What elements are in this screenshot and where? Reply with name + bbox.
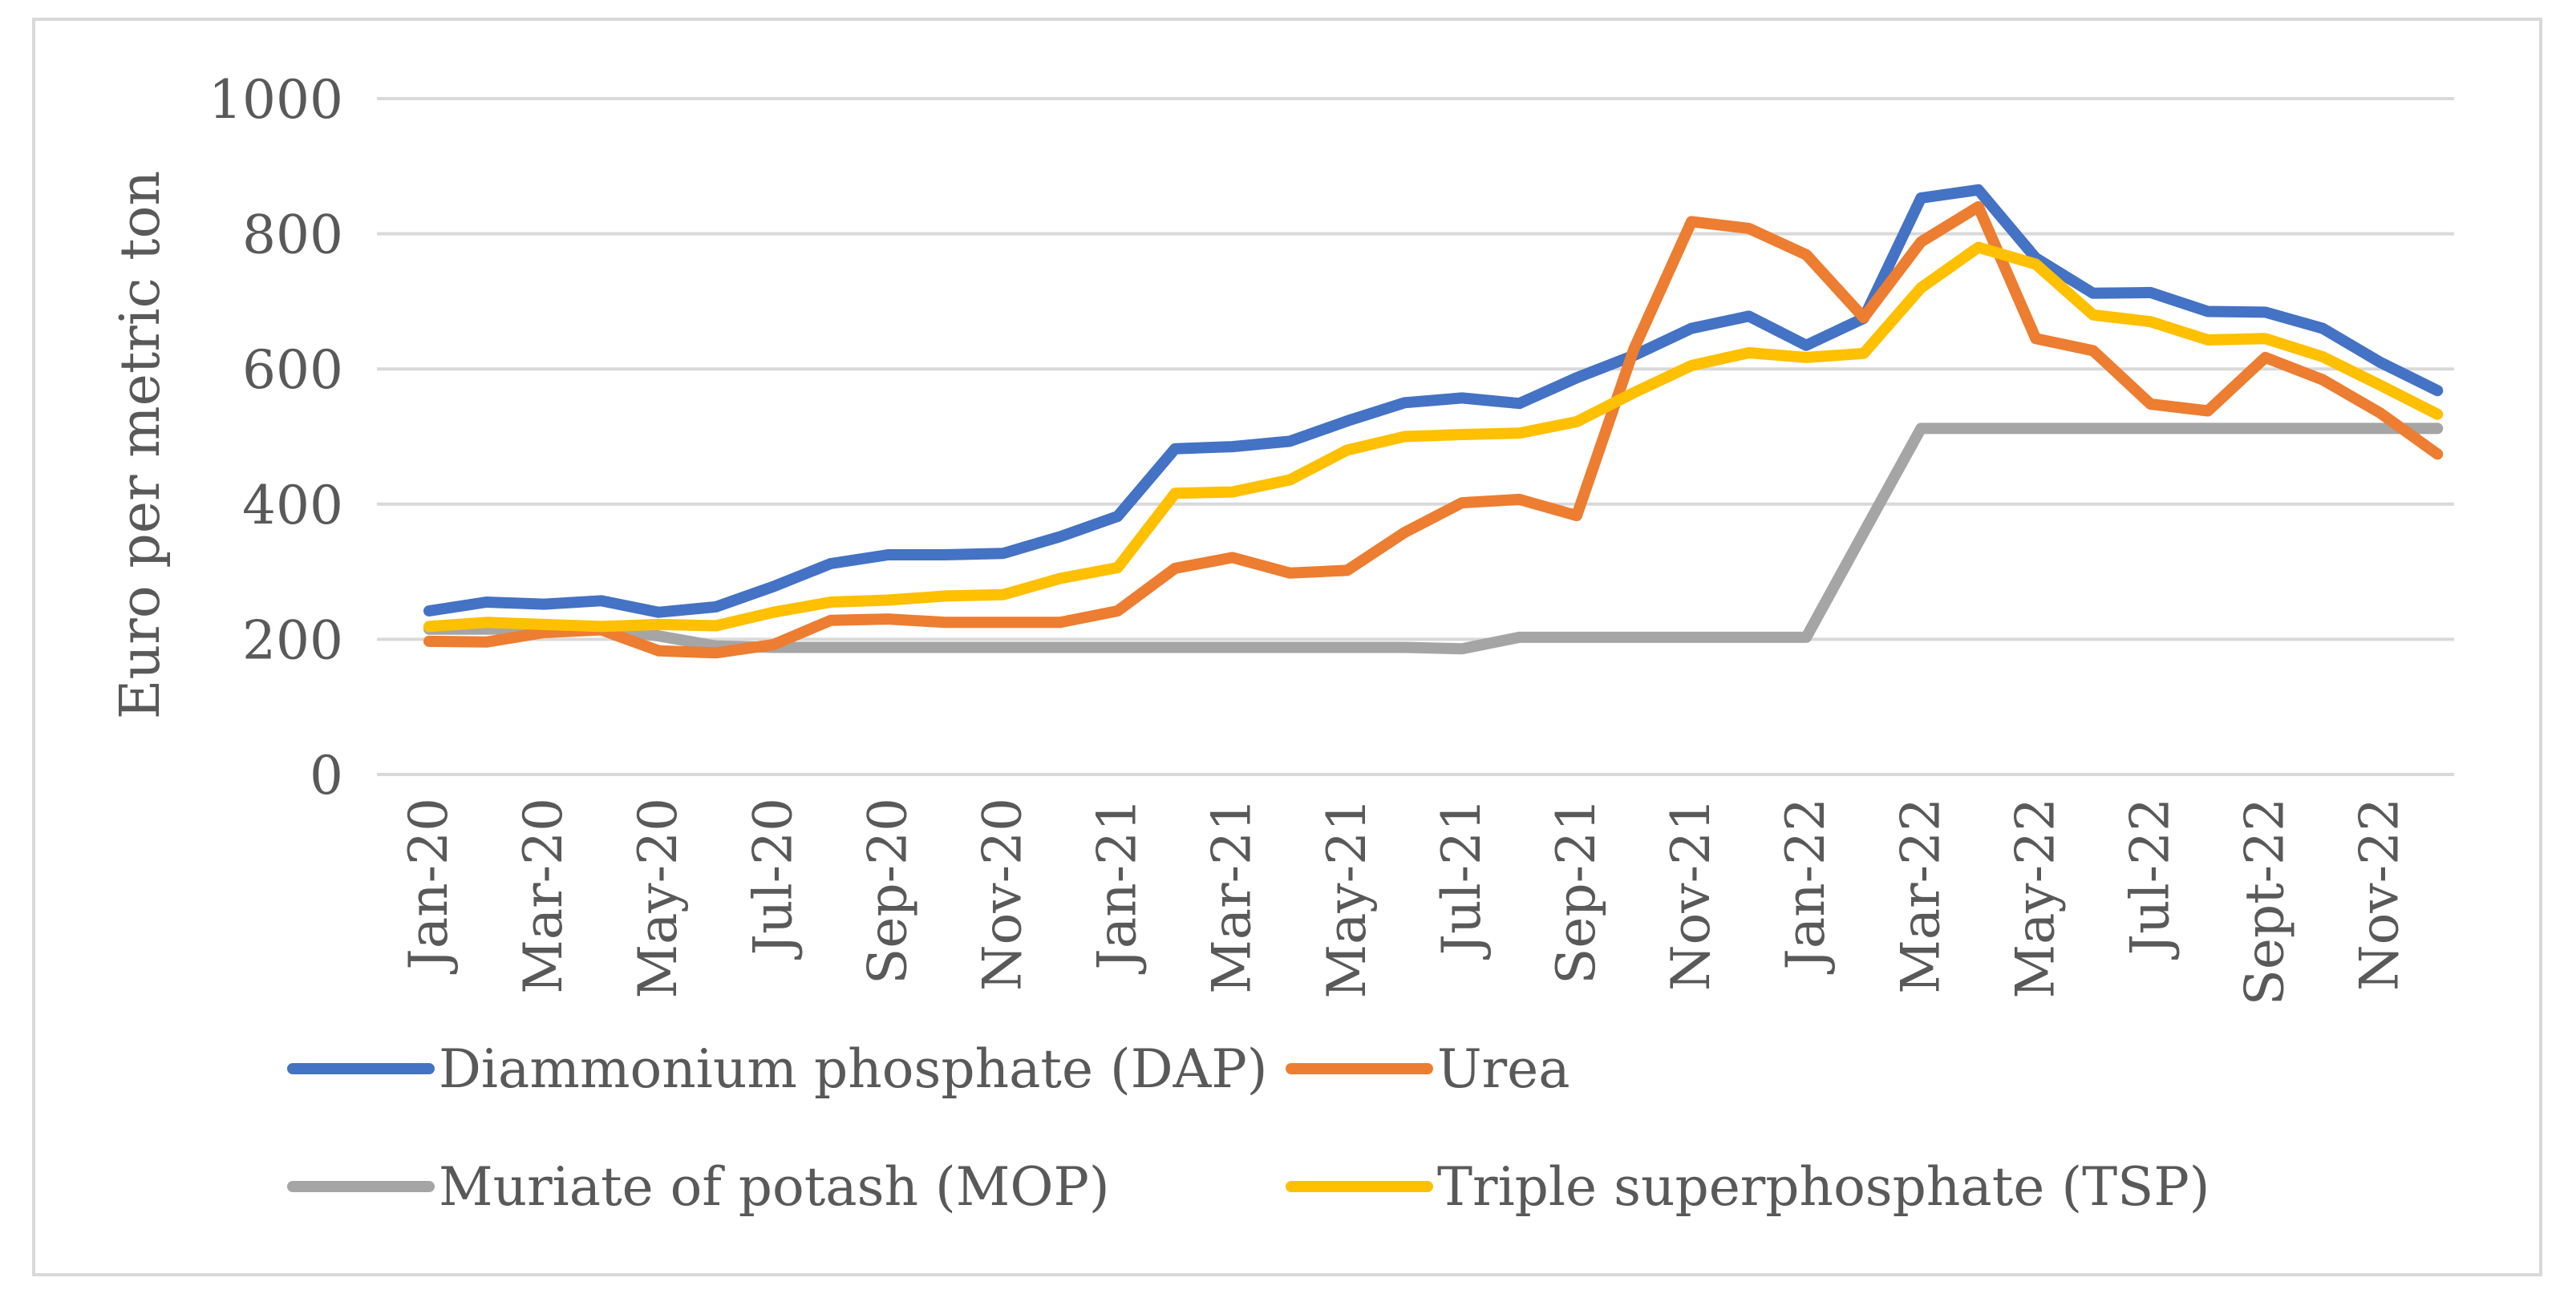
legend-label: Urea (1437, 1038, 1570, 1100)
x-tick-label: Jan-22 (1775, 798, 1837, 975)
series-lines (423, 184, 2444, 659)
legend-label: Triple superphosphate (TSP) (1437, 1156, 2209, 1218)
series-line-triple-superphosphate-tsp (423, 241, 2444, 633)
x-tick-label: Jan-21 (1087, 798, 1148, 975)
legend-item: Muriate of potash (MOP) (287, 1156, 1110, 1218)
y-tick-label: 800 (242, 204, 343, 266)
y-tick-label: 600 (242, 339, 343, 401)
x-tick-label: Jan-20 (398, 798, 460, 975)
x-tick-label: Jul-21 (1431, 798, 1493, 960)
series-line-diammonium-phosphate-dap (423, 184, 2444, 618)
y-tick-label: 400 (242, 475, 343, 536)
x-axis-ticks: Jan-20 Mar-20 May-20 Jul-20 Sep-20 Nov-20 Jan-… (398, 798, 2411, 1005)
x-tick-label: Jul-20 (742, 798, 804, 960)
series-line-urea (423, 200, 2444, 659)
x-tick-label: Sep-21 (1545, 798, 1607, 985)
y-axis-label: Euro per metric ton (109, 171, 172, 719)
x-tick-label: Mar-22 (1889, 798, 1951, 994)
x-tick-label: Sept-22 (2234, 798, 2296, 1005)
legend-item: Urea (1286, 1038, 1570, 1100)
legend-item: Triple superphosphate (TSP) (1286, 1156, 2209, 1218)
legend: Diammonium phosphate (DAP) Urea Muriate of… (287, 1038, 2209, 1218)
x-tick-label: May-21 (1316, 798, 1378, 999)
x-tick-label: Nov-22 (2349, 798, 2411, 991)
y-tick-label: 1000 (209, 69, 343, 131)
x-tick-label: May-22 (2004, 798, 2066, 999)
legend-item: Diammonium phosphate (DAP) (287, 1038, 1267, 1100)
x-tick-label: Nov-21 (1660, 798, 1722, 991)
legend-label: Diammonium phosphate (DAP) (439, 1038, 1267, 1100)
y-tick-label: 0 (310, 745, 343, 807)
y-tick-label: 200 (242, 609, 343, 671)
x-tick-label: Jul-22 (2120, 798, 2181, 960)
x-tick-label: Nov-20 (972, 798, 1034, 991)
legend-label: Muriate of potash (MOP) (439, 1156, 1110, 1218)
y-axis-ticks: 0 200 400 600 800 1000 (209, 69, 343, 807)
series-line-muriate-of-potash-mop (423, 423, 2444, 655)
x-tick-label: Sep-20 (857, 798, 918, 985)
x-tick-label: Mar-21 (1201, 798, 1263, 994)
x-tick-label: May-20 (627, 798, 689, 999)
chart-frame (32, 18, 2542, 1276)
x-tick-label: Mar-20 (512, 798, 574, 994)
